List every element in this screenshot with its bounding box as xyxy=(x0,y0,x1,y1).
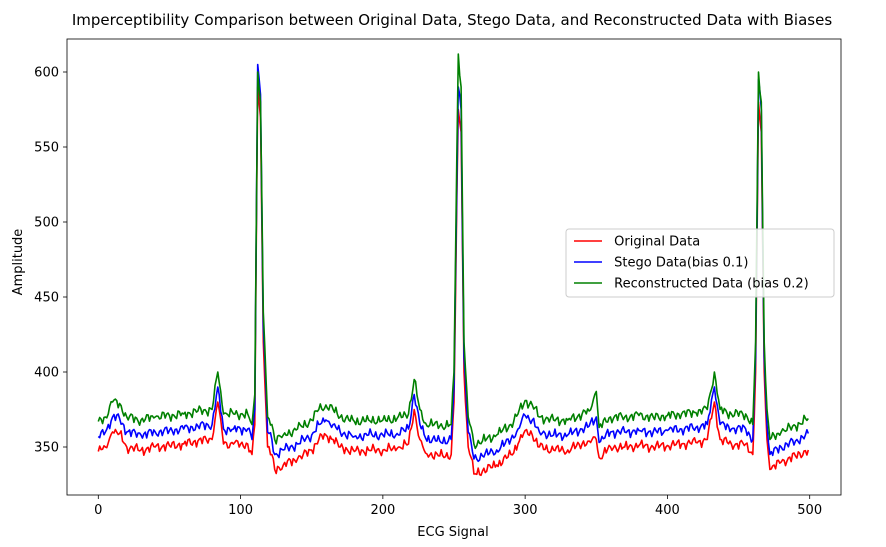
x-tick-label: 0 xyxy=(94,503,102,518)
y-tick-label: 500 xyxy=(34,216,59,231)
legend: Original Data Stego Data(bias 0.1) Recon… xyxy=(565,228,835,298)
legend-label: Original Data xyxy=(610,235,700,250)
chart-title: Imperceptibility Comparison between Orig… xyxy=(72,11,832,29)
legend-label: Reconstructed Data (bias 0.2) xyxy=(610,277,809,292)
x-tick-label: 100 xyxy=(228,503,253,518)
x-axis-label: ECG Signal xyxy=(417,525,488,540)
y-axis: 350 400 450 500 550 600 xyxy=(34,66,67,456)
legend-box xyxy=(565,228,835,298)
x-tick-label: 400 xyxy=(655,503,680,518)
y-tick-label: 600 xyxy=(34,66,59,81)
x-tick-label: 500 xyxy=(797,503,822,518)
y-axis-label: Amplitude xyxy=(11,229,26,296)
y-tick-label: 550 xyxy=(34,141,59,156)
x-tick-label: 200 xyxy=(370,503,395,518)
series-line-2 xyxy=(97,53,809,450)
y-tick-label: 350 xyxy=(34,441,59,456)
x-tick-label: 300 xyxy=(513,503,538,518)
legend-label: Stego Data(bias 0.1) xyxy=(610,256,748,271)
y-tick-label: 400 xyxy=(34,366,59,381)
plot-frame xyxy=(66,38,842,496)
series-layer xyxy=(97,53,810,477)
y-tick-label: 450 xyxy=(34,291,59,306)
series-line-1 xyxy=(97,63,810,463)
x-axis: 0 100 200 300 400 500 xyxy=(94,495,822,518)
